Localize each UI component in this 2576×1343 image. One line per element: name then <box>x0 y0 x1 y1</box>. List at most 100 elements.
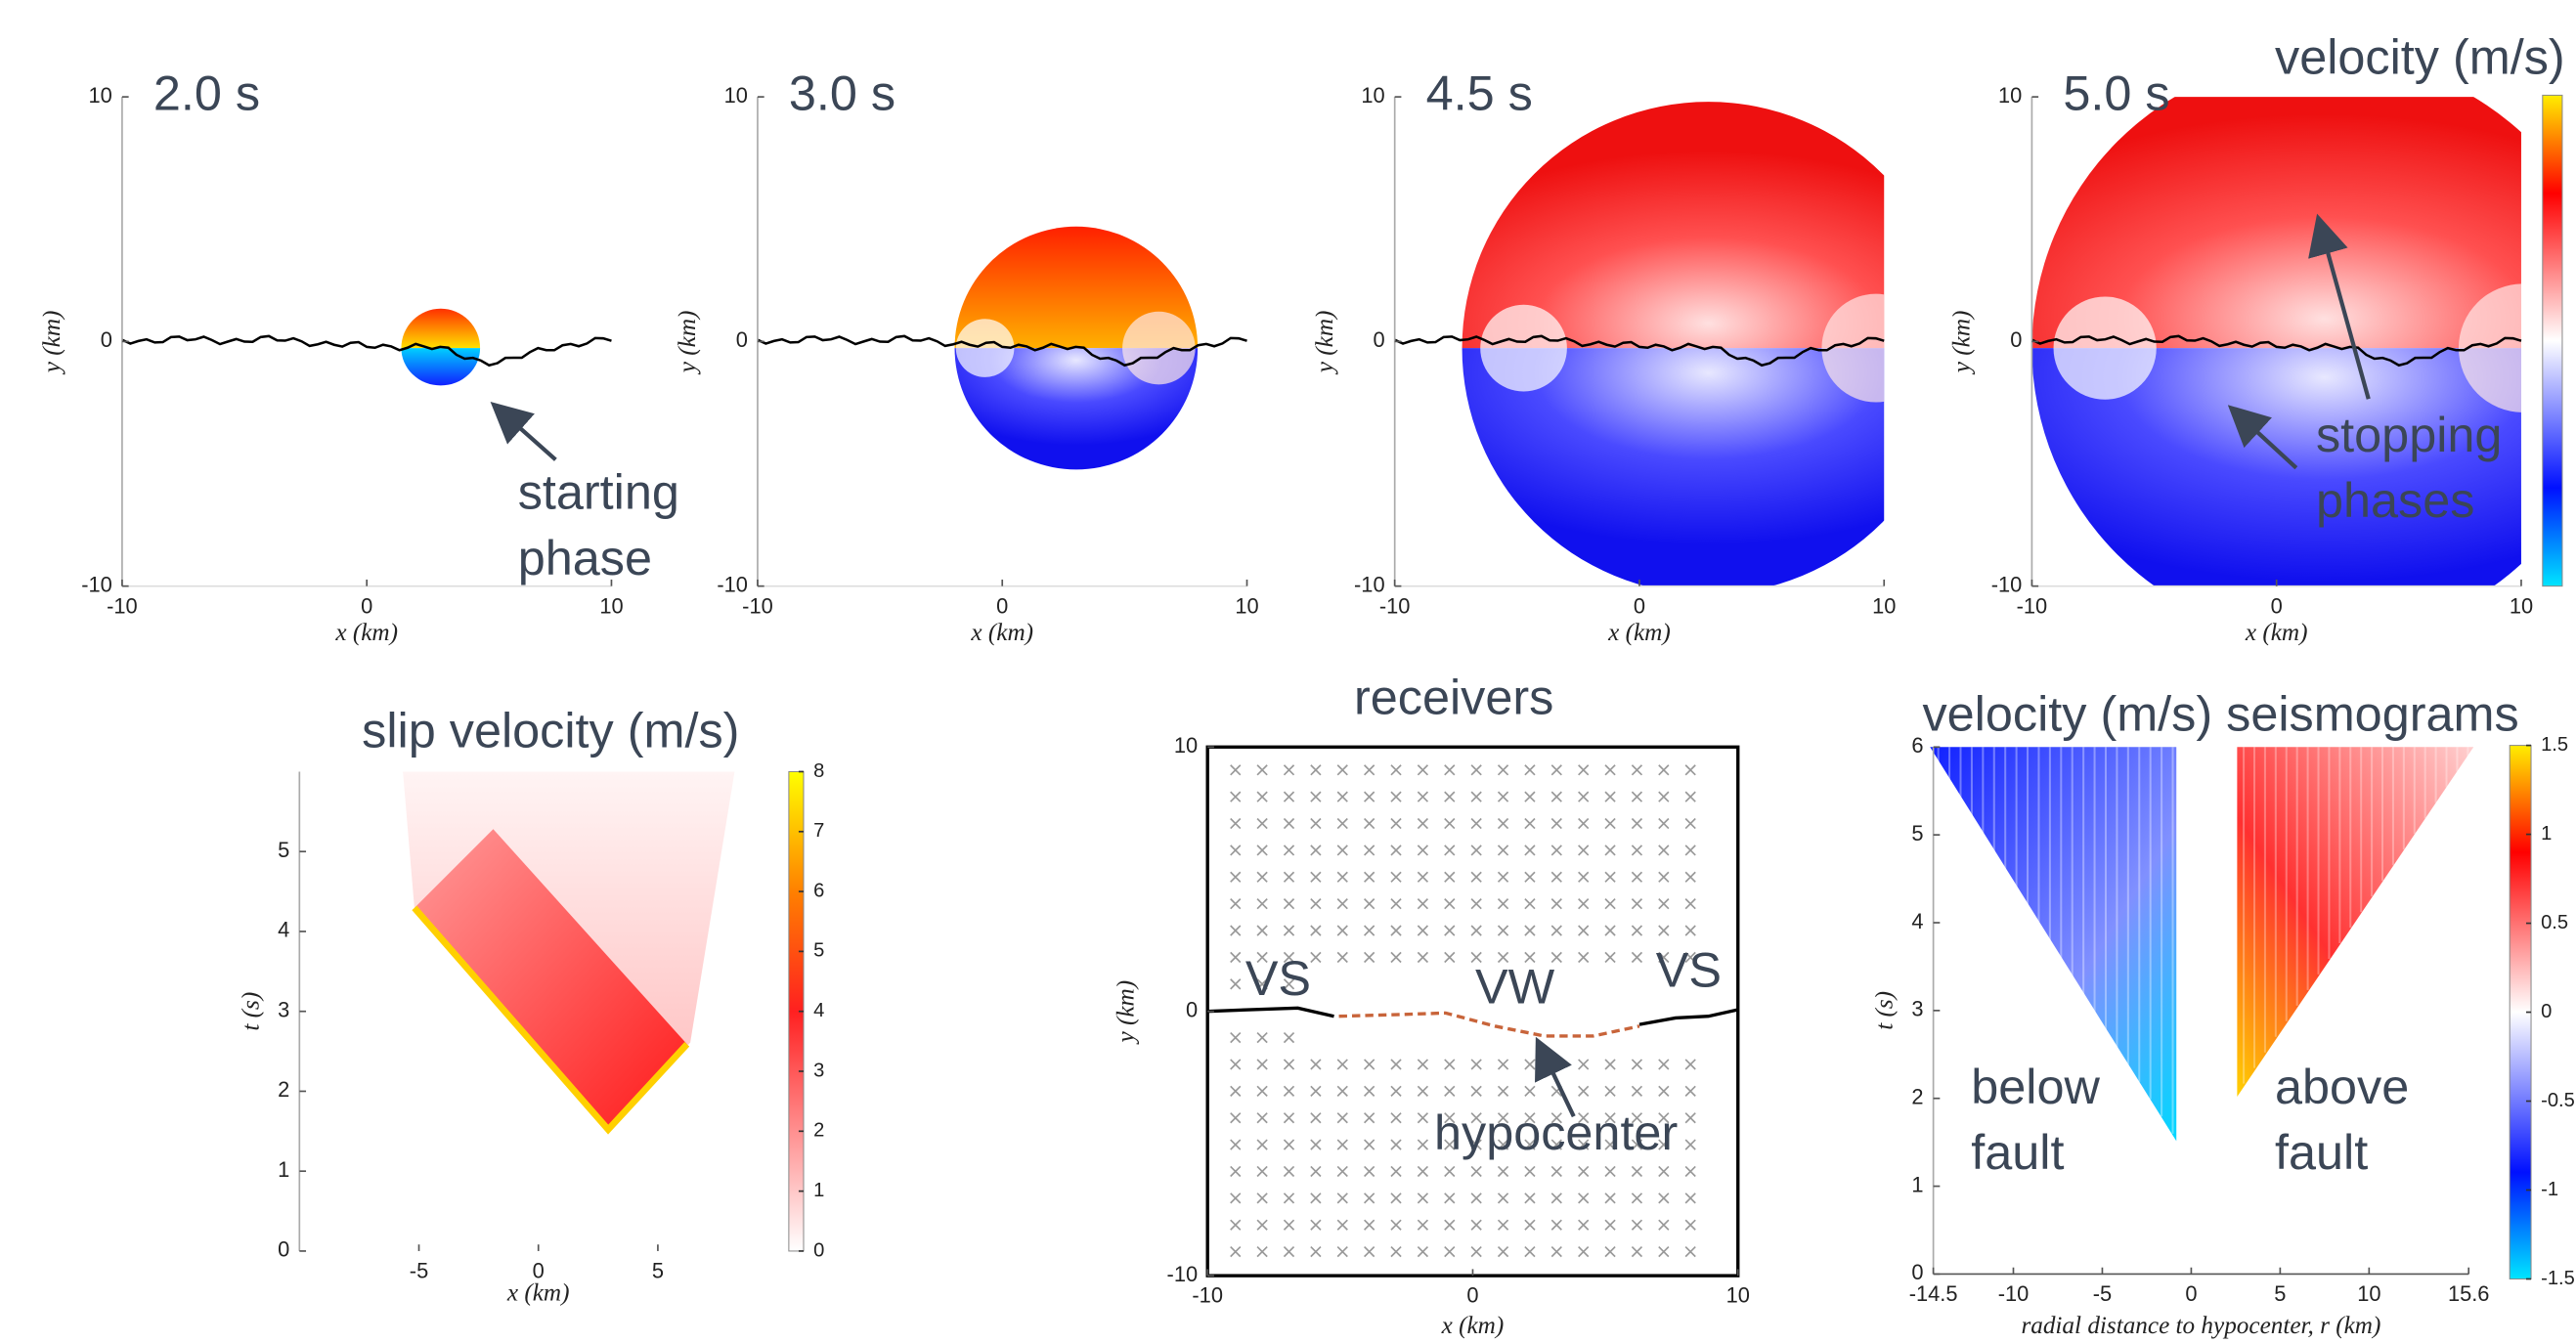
receiver <box>1311 1220 1321 1230</box>
receiver <box>1231 899 1241 909</box>
field <box>2031 56 2576 640</box>
receiver <box>1418 1140 1427 1149</box>
receiver <box>1551 819 1561 829</box>
x-tick-label: 10 <box>1726 1283 1750 1308</box>
receiver <box>1605 765 1615 775</box>
x-tick-label: 10 <box>2510 593 2533 618</box>
receiver <box>1284 1166 1293 1176</box>
receiver <box>1525 899 1535 909</box>
fault-vs <box>1639 1010 1738 1024</box>
receiver <box>1471 1247 1481 1257</box>
y-tick-label: 5 <box>278 838 289 862</box>
annotation: hypocenter <box>1434 1105 1678 1160</box>
receiver <box>1579 872 1589 882</box>
receiver <box>1499 765 1508 775</box>
annotation: VS <box>1245 950 1311 1006</box>
field <box>122 309 612 386</box>
receiver <box>1659 1193 1669 1203</box>
receiver <box>1391 1060 1401 1069</box>
receiver <box>1471 819 1481 829</box>
receiver <box>1632 952 1641 962</box>
x-tick-label: -10 <box>742 593 773 618</box>
y-tick-label: 2 <box>1911 1084 1923 1108</box>
receiver <box>1337 1193 1347 1203</box>
receiver <box>1579 765 1589 775</box>
receiver <box>1685 819 1695 829</box>
receiver <box>1365 1166 1375 1176</box>
panel-title: slip velocity (m/s) <box>362 702 739 758</box>
receiver <box>1257 819 1267 829</box>
receiver <box>1231 1086 1241 1096</box>
receiver <box>1685 765 1695 775</box>
receiver <box>1231 979 1241 989</box>
receiver <box>1605 1086 1615 1096</box>
receiver <box>1257 765 1267 775</box>
receiver <box>1659 792 1669 801</box>
annotation: startingphase <box>518 464 679 585</box>
receiver <box>1445 1193 1455 1203</box>
receiver <box>1418 1220 1427 1230</box>
time-label: 2.0 s <box>153 65 260 121</box>
receiver <box>1311 1140 1321 1149</box>
receiver <box>1605 1247 1615 1257</box>
secondary-front <box>1122 312 1196 385</box>
receiver <box>1525 1247 1535 1257</box>
receiver <box>1471 899 1481 909</box>
annotation-line: VW <box>1475 958 1555 1014</box>
receiver <box>1579 1220 1589 1230</box>
x-axis-label: x (km) <box>334 620 398 646</box>
receiver <box>1685 1193 1695 1203</box>
receiver <box>1685 1086 1695 1096</box>
receiver <box>1337 1166 1347 1176</box>
receiver <box>1685 1060 1695 1069</box>
x-tick-label: 0 <box>1466 1283 1478 1308</box>
receiver <box>1284 926 1293 935</box>
receiver <box>1337 819 1347 829</box>
receiver <box>1311 872 1321 882</box>
y-tick-label: 0 <box>278 1237 289 1262</box>
receiver <box>1659 872 1669 882</box>
receiver <box>1685 1247 1695 1257</box>
receiver <box>1632 1220 1641 1230</box>
receiver <box>1257 792 1267 801</box>
receiver <box>1365 1060 1375 1069</box>
y-axis-label: t (s) <box>1872 991 1899 1030</box>
receiver <box>1471 872 1481 882</box>
receiver <box>1685 792 1695 801</box>
receiver <box>1284 899 1293 909</box>
y-tick-label: 10 <box>1998 83 2022 108</box>
receiver <box>1257 1060 1267 1069</box>
x-tick-label: 5 <box>652 1259 664 1283</box>
receiver <box>1337 952 1347 962</box>
receiver <box>1632 1247 1641 1257</box>
receiver <box>1551 792 1561 801</box>
receiver <box>1605 845 1615 855</box>
receiver <box>1471 1220 1481 1230</box>
receiver <box>1337 1220 1347 1230</box>
colorbar-tick-label: -0.5 <box>2541 1090 2575 1111</box>
receiver <box>1579 819 1589 829</box>
receiver <box>1311 845 1321 855</box>
y-axis-label: y (km) <box>1949 311 1976 376</box>
receiver <box>1365 872 1375 882</box>
receiver <box>1551 1193 1561 1203</box>
y-tick-label: 3 <box>278 997 289 1021</box>
receiver <box>1257 1166 1267 1176</box>
receiver <box>1418 899 1427 909</box>
receiver <box>1525 792 1535 801</box>
receiver <box>1445 899 1455 909</box>
receiver <box>1365 1086 1375 1096</box>
receiver <box>1311 926 1321 935</box>
colorbar-tick-label: 1 <box>813 1180 824 1201</box>
receiver <box>1551 926 1561 935</box>
secondary-front <box>1480 305 1567 392</box>
receiver <box>1659 899 1669 909</box>
annotation-line: hypocenter <box>1434 1105 1678 1160</box>
upper-lobe <box>401 309 480 348</box>
fault-vw <box>1339 1013 1639 1036</box>
receiver <box>1685 1220 1695 1230</box>
annotation-line: stopping <box>2316 407 2502 462</box>
receiver <box>1632 899 1641 909</box>
receiver <box>1659 1220 1669 1230</box>
